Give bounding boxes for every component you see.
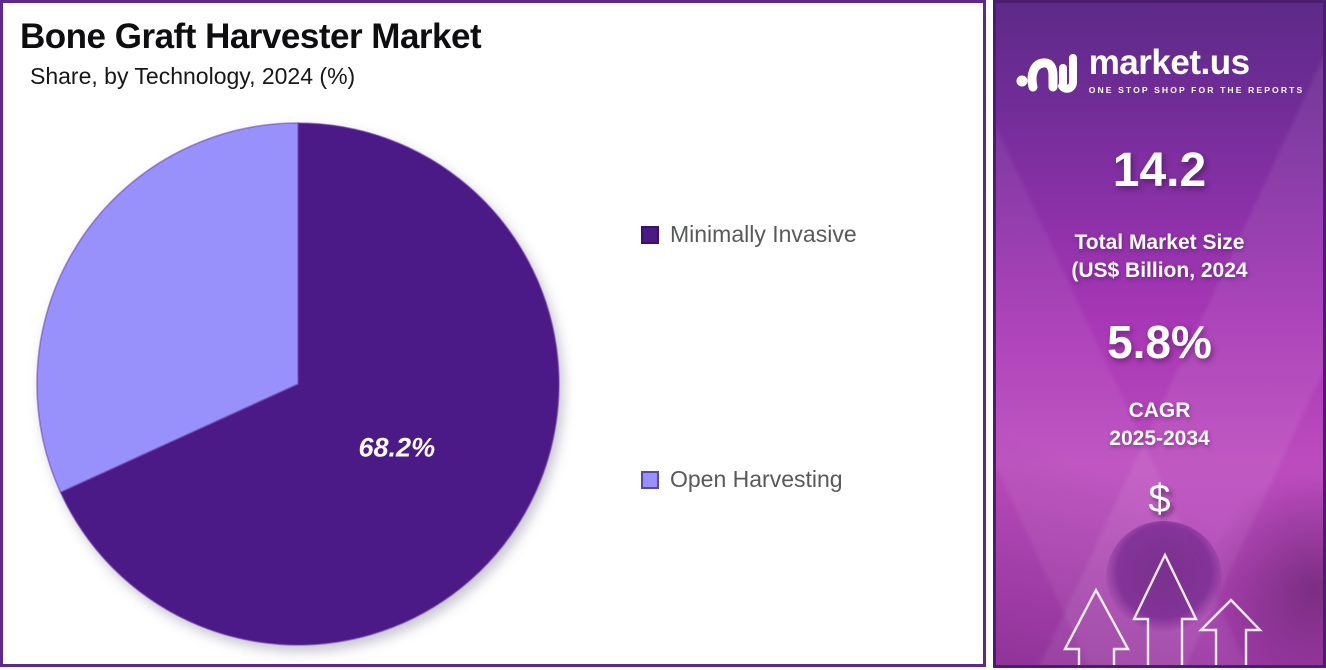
legend-swatch-open-harvesting: [641, 470, 659, 489]
brand-wordmark: market.us: [1088, 43, 1250, 82]
legend-item-minimally-invasive: Minimally Invasive: [641, 221, 857, 248]
total-market-size-label-line1: Total Market Size: [1074, 231, 1245, 254]
growth-arrows-icon: [1063, 552, 1263, 665]
pie-chart: 68.2%: [3, 3, 989, 670]
chart-subtitle: Share, by Technology, 2024 (%): [30, 63, 356, 89]
dollar-icon: $: [1148, 477, 1171, 521]
pie-data-label: 68.2%: [359, 433, 436, 463]
legend-label-open-harvesting: Open Harvesting: [670, 466, 843, 492]
cagr-value: 5.8%: [1107, 316, 1212, 368]
pie-slice-1: [36, 122, 299, 494]
brand-logo: market.us ONE STOP SHOP FOR THE REPORTS: [996, 45, 1323, 95]
page-title: Bone Graft Harvester Market: [20, 17, 482, 56]
pie-chart-svg: 68.2%: [36, 122, 560, 646]
legend-swatch-minimally-invasive: [641, 225, 659, 244]
cagr-label-line2: 2025-2034: [1109, 427, 1210, 450]
legend-item-open-harvesting: Open Harvesting: [641, 466, 843, 493]
legend-label-minimally-invasive: Minimally Invasive: [670, 221, 857, 247]
pie-slice-0: [59, 122, 560, 646]
cagr-label: CAGR 2025-2034: [996, 397, 1323, 453]
marketus-logo-icon: [1016, 54, 1077, 93]
total-market-size-label-line2: (US$ Billion, 2024: [1071, 259, 1248, 282]
total-market-size-label: Total Market Size (US$ Billion, 2024: [996, 229, 1323, 285]
cagr-label-line1: CAGR: [1128, 399, 1191, 422]
total-market-size-value: 14.2: [1112, 144, 1207, 197]
brand-tagline: ONE STOP SHOP FOR THE REPORTS: [1088, 85, 1305, 95]
sidebar-branding-panel: market.us ONE STOP SHOP FOR THE REPORTS …: [993, 0, 1326, 668]
chart-panel: Bone Graft Harvester Market Share, by Te…: [0, 0, 986, 667]
